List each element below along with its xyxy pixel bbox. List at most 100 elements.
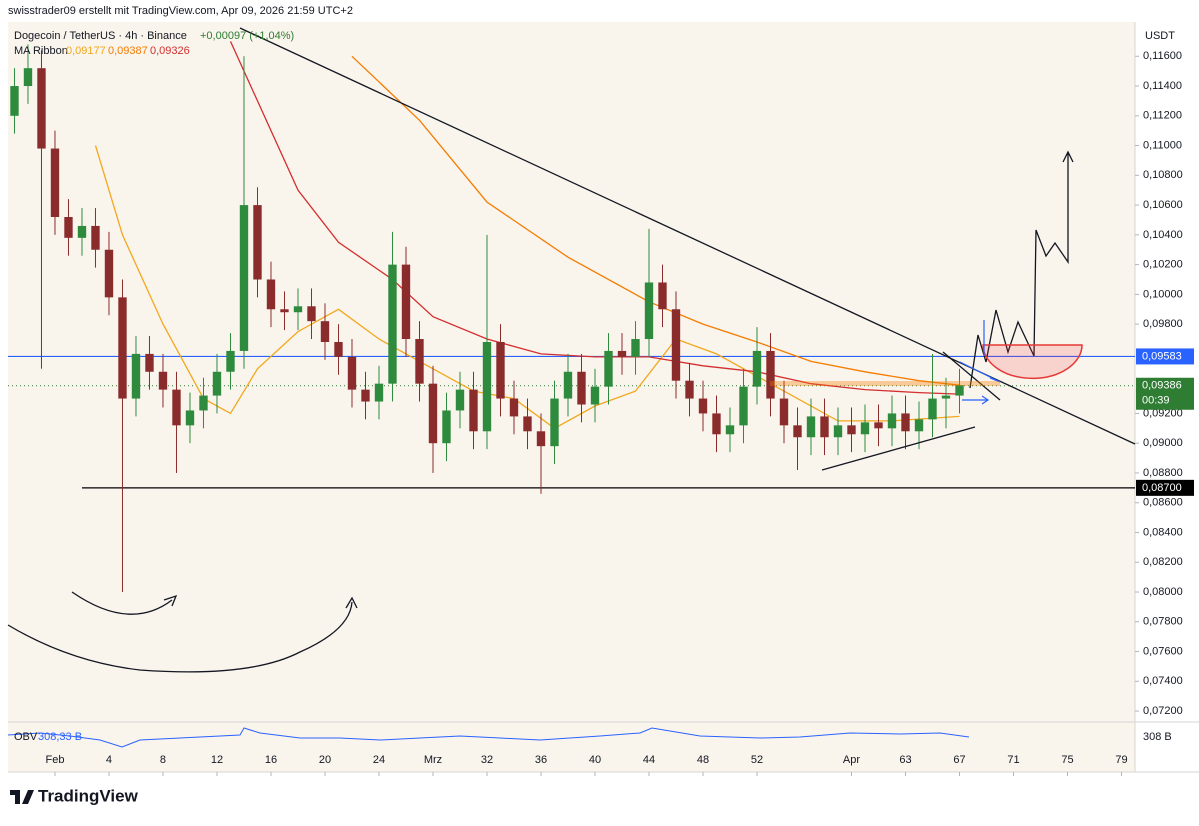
- x-tick-label: 40: [589, 754, 601, 766]
- plot: [8, 41, 1135, 593]
- candle-body: [536, 431, 546, 447]
- y-tick-label: 0,10400: [1143, 229, 1183, 241]
- candle-body: [860, 422, 870, 435]
- candle-body: [955, 385, 964, 396]
- y-tick-label: 0,10600: [1143, 199, 1183, 211]
- y-tick-label: 0,11600: [1143, 50, 1182, 62]
- x-tick-label: 12: [211, 754, 223, 766]
- candle-body: [428, 383, 438, 444]
- candle-body: [199, 395, 208, 411]
- indicator-name: MA Ribbon: [14, 45, 68, 57]
- price-label: 0,09386: [1142, 380, 1182, 392]
- candle-body: [253, 205, 262, 280]
- candle-body: [914, 419, 924, 432]
- ma-line: [351, 55, 960, 386]
- price-label-box: [1136, 348, 1194, 365]
- candle-body: [374, 383, 384, 402]
- candle-body: [280, 309, 289, 313]
- candle-body: [50, 148, 60, 217]
- candle-body: [671, 309, 681, 381]
- candle-body: [482, 342, 492, 432]
- price-label: 0,09583: [1142, 350, 1182, 362]
- y-tick-label: 0,11400: [1143, 80, 1182, 92]
- y-tick-label: 0,07800: [1143, 616, 1183, 628]
- y-tick-label: 0,07400: [1143, 675, 1183, 687]
- y-tick-label: 0,08200: [1143, 556, 1183, 568]
- candle-body: [185, 410, 195, 426]
- legend-entry: 0,09177: [66, 45, 106, 57]
- x-tick-label: 63: [899, 754, 911, 766]
- candle-body: [604, 350, 613, 387]
- candle-body: [104, 249, 114, 298]
- candle-body: [685, 380, 694, 399]
- x-tick-label: 52: [751, 754, 763, 766]
- candle-body: [239, 205, 249, 351]
- candle-body: [77, 225, 87, 238]
- candle-body: [698, 398, 708, 414]
- y-tick-label: 0,07600: [1143, 645, 1183, 657]
- candle-body: [91, 225, 100, 250]
- x-tick-label: 4: [106, 754, 112, 766]
- y-tick-label: 0,07200: [1143, 705, 1183, 717]
- candle-body: [293, 306, 303, 313]
- candle-body: [37, 68, 46, 149]
- candle-body: [212, 371, 222, 396]
- zone: [770, 381, 1000, 386]
- candle-body: [118, 297, 127, 399]
- y-tick-label: 0,10800: [1143, 169, 1183, 181]
- x-tick-label: Mrz: [424, 754, 442, 766]
- candle-body: [820, 416, 829, 438]
- candle-body: [347, 356, 357, 390]
- candle-body: [23, 68, 33, 87]
- candle-body: [563, 371, 573, 399]
- y-tick-label: 0,10000: [1143, 288, 1183, 300]
- candle-body: [752, 350, 762, 387]
- candle-body: [334, 342, 343, 357]
- candle-body: [577, 371, 586, 405]
- x-tick-label: 48: [697, 754, 709, 766]
- x-tick-label: 44: [643, 754, 655, 766]
- candle-body: [131, 353, 141, 399]
- candle-body: [361, 389, 370, 402]
- candle-body: [442, 410, 451, 444]
- x-tick-label: 67: [953, 754, 965, 766]
- candle-body: [739, 386, 748, 426]
- candle-body: [496, 342, 505, 399]
- y-tick-label: 0,09000: [1143, 437, 1183, 449]
- candle-body: [455, 389, 465, 411]
- author-line: swisstrader09 erstellt mit TradingView.c…: [8, 5, 353, 17]
- candle-body: [226, 350, 235, 372]
- x-tick-label: 71: [1007, 754, 1019, 766]
- candle-body: [172, 389, 181, 426]
- y-tick-label: 0,08600: [1143, 497, 1183, 509]
- x-tick-label: Apr: [843, 754, 860, 766]
- x-tick-label: 32: [481, 754, 493, 766]
- candle-body: [712, 413, 721, 435]
- y-tick-label: 0,08000: [1143, 586, 1183, 598]
- trendline: [821, 426, 976, 471]
- candle-body: [658, 282, 667, 310]
- y-tick-label: 0,09200: [1143, 407, 1183, 419]
- candle-body: [901, 413, 910, 432]
- logo: [10, 790, 34, 804]
- candle-body: [806, 416, 816, 438]
- candle-body: [779, 398, 789, 426]
- candle-body: [766, 350, 775, 399]
- candle-body: [307, 306, 316, 322]
- candle-body: [590, 386, 600, 405]
- projection-arrows: [959, 320, 1001, 405]
- candle-body: [644, 282, 654, 340]
- candle-body: [550, 398, 559, 447]
- candle-body: [10, 86, 19, 116]
- x-tick-label: 75: [1061, 754, 1073, 766]
- candle-body: [145, 353, 154, 372]
- x-tick-label: 24: [373, 754, 385, 766]
- candle-body: [266, 279, 276, 310]
- candle-body: [874, 422, 883, 429]
- cup-shape: [982, 344, 1083, 380]
- countdown: 00:39: [1142, 395, 1170, 407]
- candle-body: [320, 321, 330, 343]
